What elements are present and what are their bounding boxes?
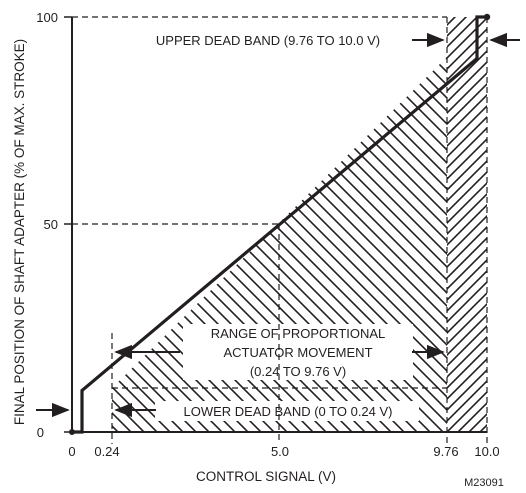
hatch-line bbox=[434, 0, 526, 493]
x-tick-label-5: 5.0 bbox=[271, 444, 289, 459]
hatch-line bbox=[492, 0, 526, 493]
hatch-line bbox=[518, 0, 526, 493]
curve-start-dot bbox=[69, 429, 75, 435]
x-tick-label-0: 0 bbox=[68, 444, 75, 459]
range-label-bg bbox=[183, 324, 413, 380]
hatch-line bbox=[279, 57, 447, 432]
hatch-line bbox=[447, 236, 487, 280]
hatch-line bbox=[279, 57, 447, 432]
hatch-line bbox=[279, 57, 447, 432]
hatch-line bbox=[426, 57, 447, 432]
hatch-line bbox=[0, 0, 65, 493]
hatch-line bbox=[279, 57, 447, 432]
hatch-line bbox=[456, 401, 487, 432]
hatch-line bbox=[279, 57, 447, 432]
lower-label-bg bbox=[155, 401, 419, 421]
hatch-line bbox=[348, 57, 447, 432]
hatch-line bbox=[112, 223, 239, 432]
hatch-line bbox=[112, 223, 279, 432]
hatch-line bbox=[447, 49, 487, 93]
hatch-line bbox=[0, 0, 56, 493]
hatch-line bbox=[500, 0, 526, 493]
hatch-line bbox=[0, 0, 4, 493]
hatch-line bbox=[0, 0, 69, 493]
hatch-line bbox=[467, 412, 487, 432]
range-label-line3: (0.24 TO 9.76 V) bbox=[250, 364, 346, 379]
hatch-line bbox=[489, 0, 526, 493]
range-label-line1: RANGE OF PROPORTIONAL bbox=[211, 326, 386, 341]
hatch-line bbox=[447, 214, 487, 258]
x-tick-label-10: 10.0 bbox=[474, 444, 499, 459]
hatch-line bbox=[447, 60, 487, 104]
x-axis-title: CONTROL SIGNAL (V) bbox=[196, 469, 336, 484]
upper-label-bg bbox=[118, 29, 428, 49]
y-axis-title: FINAL POSITION OF SHAFT ADAPTER (% OF MA… bbox=[12, 39, 27, 425]
hatch-line bbox=[0, 0, 54, 493]
hatch-line bbox=[279, 57, 447, 432]
hatch-line bbox=[511, 0, 526, 493]
hatch-line bbox=[279, 57, 447, 432]
hatch-line bbox=[447, 379, 487, 423]
hatch-line bbox=[279, 57, 447, 432]
hatch-line bbox=[518, 0, 526, 493]
response-curve bbox=[72, 15, 487, 434]
figure-code: M23091 bbox=[464, 477, 504, 489]
y-tick-label-50: 50 bbox=[44, 217, 58, 232]
hatch-line bbox=[279, 57, 447, 432]
x-tick-label-024: 0.24 bbox=[94, 444, 119, 459]
hatch-line bbox=[279, 57, 447, 432]
hatch-line bbox=[279, 57, 447, 432]
hatch-line bbox=[112, 223, 226, 432]
range-label-line2: ACTUATOR MOVEMENT bbox=[223, 345, 372, 360]
hatch-line bbox=[447, 225, 487, 269]
hatch-line bbox=[0, 0, 56, 493]
hatch-line bbox=[279, 57, 447, 432]
curve-end-dot bbox=[483, 13, 491, 21]
guide-lines bbox=[72, 16, 488, 444]
hatch-line bbox=[447, 71, 487, 115]
hatch-line bbox=[0, 0, 10, 493]
hatch-line bbox=[279, 57, 447, 432]
hatch-line bbox=[505, 0, 526, 493]
x-tick-label-976: 9.76 bbox=[433, 444, 458, 459]
lower-dead-band-label: LOWER DEAD BAND (0 TO 0.24 V) bbox=[183, 404, 392, 419]
hatch-line bbox=[427, 0, 526, 493]
hatch-line bbox=[0, 0, 69, 493]
hatch-line bbox=[447, 247, 487, 291]
hatch-line bbox=[279, 57, 447, 432]
y-tick-label-100: 100 bbox=[36, 10, 58, 25]
hatch-line bbox=[279, 57, 447, 432]
hatch-line bbox=[112, 223, 279, 432]
upper-dead-band-label: UPPER DEAD BAND (9.76 TO 10.0 V) bbox=[156, 33, 380, 48]
hatch-line bbox=[505, 0, 526, 493]
hatch-line bbox=[522, 0, 526, 493]
y-tick-label-0: 0 bbox=[37, 425, 44, 440]
hatch-line bbox=[492, 0, 526, 493]
hatch-line bbox=[0, 0, 4, 493]
hatch-line bbox=[447, 390, 487, 432]
